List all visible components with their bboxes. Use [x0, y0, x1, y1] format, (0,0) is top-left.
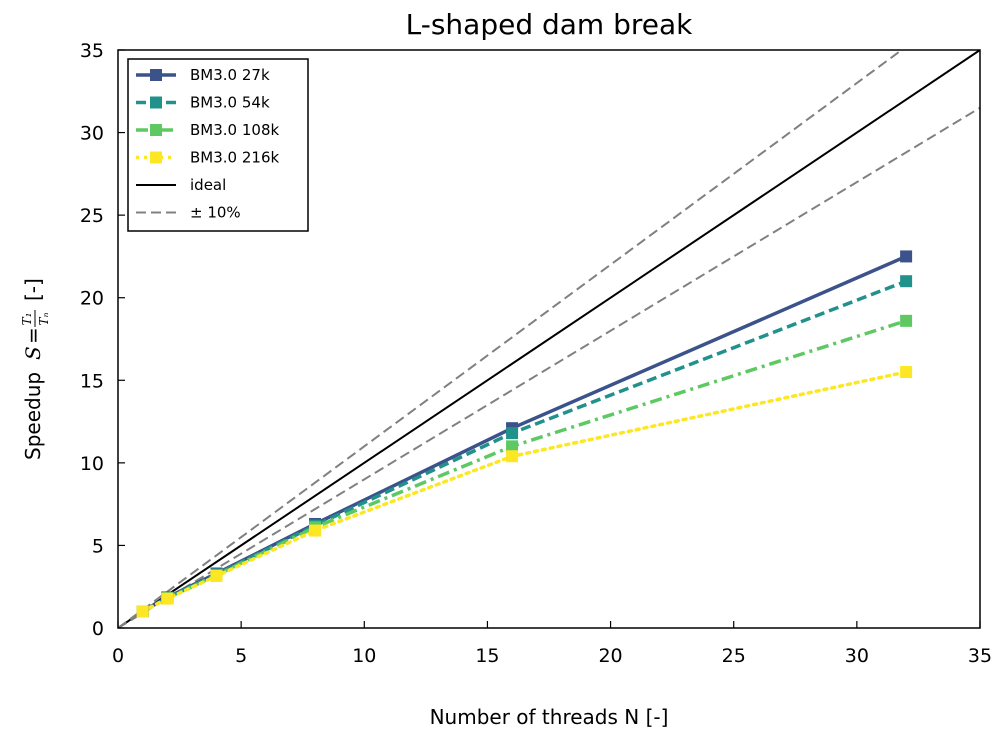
- series-markers: [136, 250, 913, 618]
- data-point: [900, 250, 913, 263]
- data-point: [309, 524, 322, 537]
- x-tick-label: 20: [598, 645, 622, 667]
- y-tick-label: 20: [80, 288, 104, 310]
- reference-line-0: [118, 50, 980, 628]
- data-point: [900, 314, 913, 327]
- data-point: [210, 569, 223, 582]
- data-point: [900, 275, 913, 288]
- y-tick-label: 15: [80, 370, 104, 392]
- legend-label-2: BM3.0 108k: [190, 121, 279, 139]
- x-axis-ticks: 0 5 10 15 20 25 30 35: [112, 621, 992, 667]
- y-axis-label-unit: [-]: [21, 278, 45, 301]
- legend: BM3.0 27k BM3.0 54k BM3.0 108k BM3.0 216k id…: [127, 58, 309, 232]
- reference-lines: [118, 50, 980, 628]
- legend-label-4: ideal: [190, 176, 226, 194]
- data-point: [900, 366, 913, 379]
- x-tick-label: 5: [235, 645, 247, 667]
- y-axis-label-text: Speedup: [21, 372, 45, 460]
- y-tick-label: 0: [92, 618, 104, 640]
- y-axis-ticks: 0 5 10 15 20 25 30 35: [80, 40, 125, 640]
- x-tick-label: 0: [112, 645, 124, 667]
- x-tick-label: 30: [845, 645, 869, 667]
- y-tick-label: 35: [80, 40, 104, 62]
- legend-marker-0: [150, 69, 162, 81]
- legend-marker-3: [150, 151, 162, 164]
- data-point: [506, 440, 519, 453]
- legend-marker-2: [150, 124, 162, 136]
- x-axis-label: Number of threads N [-]: [430, 705, 669, 729]
- x-tick-label: 25: [722, 645, 746, 667]
- x-tick-label: 35: [968, 645, 992, 667]
- data-point: [136, 605, 149, 618]
- legend-label-0: BM3.0 27k: [190, 66, 270, 84]
- x-tick-label: 10: [352, 645, 376, 667]
- reference-line-1: [118, 50, 904, 628]
- y-axis-label-equals: =: [21, 327, 45, 344]
- y-tick-label: 25: [80, 205, 104, 227]
- legend-box: [127, 58, 309, 232]
- data-point: [161, 592, 174, 605]
- y-axis-label-denominator: Tₙ: [37, 312, 51, 325]
- legend-marker-1: [150, 96, 162, 109]
- legend-label-1: BM3.0 54k: [190, 94, 270, 112]
- y-axis-label-symbol: S: [21, 346, 45, 360]
- y-tick-label: 5: [92, 535, 104, 557]
- legend-label-5: ± 10%: [190, 204, 241, 222]
- y-tick-label: 10: [80, 453, 104, 475]
- legend-label-3: BM3.0 216k: [190, 149, 279, 167]
- plot-frame: [117, 49, 981, 629]
- data-point: [506, 450, 519, 463]
- reference-line-2: [118, 106, 980, 628]
- y-axis-label: Speedup S = T₁ Tₙ [-]: [20, 278, 51, 460]
- y-axis-label-numerator: T₁: [20, 313, 34, 326]
- data-point: [506, 427, 519, 440]
- x-tick-label: 15: [475, 645, 499, 667]
- y-tick-label: 30: [80, 123, 104, 145]
- chart-title: L-shaped dam break: [406, 8, 694, 41]
